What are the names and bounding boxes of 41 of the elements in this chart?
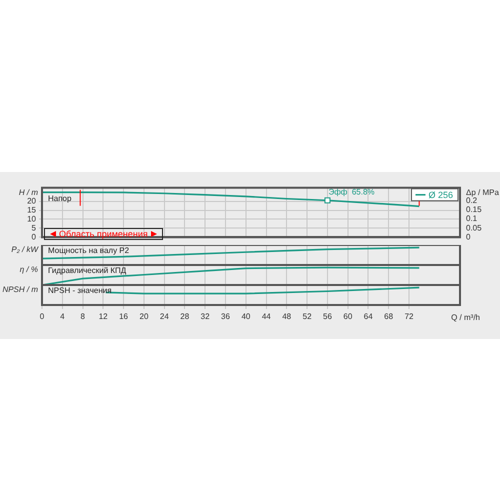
x-tick-label: 64 <box>364 312 374 322</box>
x-tick-label: 36 <box>221 312 231 322</box>
annotation: Гидравлический КПД <box>48 266 127 276</box>
x-tick-label: 48 <box>282 312 292 322</box>
x-tick-label: 40 <box>241 312 251 322</box>
x-tick-label: 12 <box>98 312 108 322</box>
x-tick-label: 8 <box>80 312 86 322</box>
x-tick-label: 72 <box>404 312 414 322</box>
x-tick-label: 32 <box>200 312 210 322</box>
x-tick-label: 44 <box>262 312 272 322</box>
x-tick-label: 56 <box>323 312 332 322</box>
y-tick-label: 10 <box>27 214 37 224</box>
annotation: Мощность на валу P2 <box>48 246 130 256</box>
y2-axis-title: Δp / MPa <box>466 188 500 198</box>
x-tick-label: 60 <box>343 312 353 322</box>
y-axis-title: NPSH / m <box>2 285 38 294</box>
y-tick-label: 15 <box>27 205 37 214</box>
x-tick-label: 0 <box>40 312 45 322</box>
y-axis-title: H / m <box>18 188 38 198</box>
x-tick-label: 4 <box>60 312 66 322</box>
x-tick-label: 68 <box>384 312 394 322</box>
y2-tick-label: 0.2 <box>466 196 478 205</box>
x-tick-label: 16 <box>119 312 129 322</box>
x-tick-label: 28 <box>180 312 190 322</box>
annotation: Напор <box>48 194 72 204</box>
x-axis-title: Q / m³/h <box>451 313 480 322</box>
y2-tick-label: 0 <box>466 232 471 242</box>
y2-tick-label: 0.1 <box>466 214 478 224</box>
x-tick-label: 24 <box>160 312 170 322</box>
x-tick-label: 20 <box>140 312 149 322</box>
annotation: NPSH - значения <box>48 286 112 296</box>
y-tick-label: 0 <box>32 232 37 242</box>
y2-tick-label: 0.05 <box>466 223 482 232</box>
y-axis-title: P₂ / kW <box>11 245 40 254</box>
y-tick-label: 20 <box>27 196 37 206</box>
x-tick-label: 52 <box>302 312 312 322</box>
annotation: Эфф 65.8% <box>328 188 375 197</box>
y-tick-label: 5 <box>32 223 37 232</box>
legend-label: Ø 256 <box>428 190 454 200</box>
y-axis-title: η / % <box>20 265 38 274</box>
y2-tick-label: 0.15 <box>466 204 482 214</box>
